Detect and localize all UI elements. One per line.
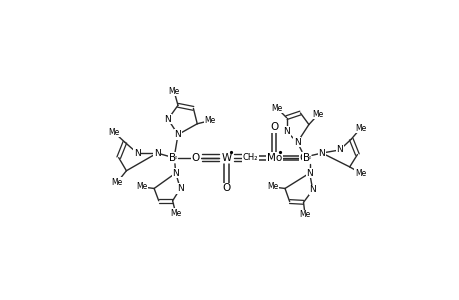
Text: ◦: ◦ — [174, 155, 178, 161]
Text: N: N — [336, 146, 342, 154]
Text: N: N — [293, 138, 300, 147]
Text: CH₂: CH₂ — [242, 153, 257, 162]
Text: N: N — [174, 130, 181, 139]
Text: N: N — [164, 115, 171, 124]
Text: O: O — [191, 153, 199, 163]
Text: N: N — [172, 169, 179, 178]
Text: O: O — [269, 122, 278, 132]
Text: Me: Me — [354, 124, 365, 133]
Text: W: W — [221, 153, 231, 163]
Text: Me: Me — [111, 178, 123, 187]
Text: Me: Me — [354, 169, 365, 178]
Text: O: O — [222, 184, 230, 194]
Text: Me: Me — [271, 104, 282, 113]
Text: B: B — [168, 153, 176, 163]
Text: Me: Me — [299, 210, 310, 219]
Text: Mo: Mo — [266, 153, 281, 163]
Text: N: N — [309, 185, 315, 194]
Text: ◦: ◦ — [308, 155, 312, 161]
Text: N: N — [134, 148, 140, 158]
Text: N: N — [153, 148, 160, 158]
Text: N: N — [318, 148, 325, 158]
Text: Me: Me — [203, 116, 215, 125]
Text: Me: Me — [267, 182, 278, 191]
Text: N: N — [306, 169, 313, 178]
Text: N: N — [177, 184, 183, 193]
Text: Me: Me — [108, 128, 119, 137]
Text: N: N — [283, 127, 289, 136]
Text: Me: Me — [312, 110, 323, 119]
Text: O: O — [299, 153, 307, 163]
Text: Me: Me — [136, 182, 147, 191]
Text: B: B — [302, 153, 309, 163]
Text: Me: Me — [170, 208, 181, 217]
Text: Me: Me — [168, 87, 179, 96]
